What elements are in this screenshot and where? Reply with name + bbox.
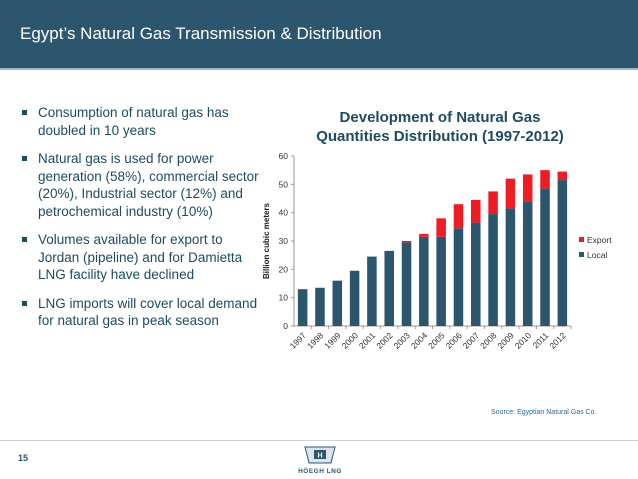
bar-local-2009 bbox=[505, 208, 516, 326]
x-tick-label: 1998 bbox=[305, 330, 326, 351]
y-tick-label: 40 bbox=[279, 208, 289, 218]
header-stripe bbox=[0, 68, 638, 70]
bullet-item: Natural gas is used for power generation… bbox=[22, 150, 262, 220]
y-tick-label: 0 bbox=[283, 321, 288, 331]
chart-title: Development of Natural Gas Quantities Di… bbox=[300, 108, 580, 146]
legend-label-local: Local bbox=[587, 250, 607, 260]
bar-export-2008 bbox=[488, 191, 498, 215]
ship-flag-logo-icon: H bbox=[304, 446, 336, 464]
bar-export-2009 bbox=[505, 178, 516, 209]
bar-local-2004 bbox=[419, 236, 429, 326]
x-tick-label: 2010 bbox=[513, 330, 534, 351]
x-tick-label: 2004 bbox=[409, 330, 430, 351]
x-tick-label: 2009 bbox=[495, 330, 516, 351]
x-tick-label: 2000 bbox=[340, 330, 361, 351]
x-tick-label: 2007 bbox=[461, 330, 482, 351]
x-tick-label: 1999 bbox=[322, 330, 343, 351]
x-tick-label: 1997 bbox=[288, 330, 309, 351]
bar-local-1998 bbox=[315, 287, 325, 326]
bar-export-2003 bbox=[401, 241, 412, 243]
bar-local-2005 bbox=[436, 236, 446, 326]
bar-local-2011 bbox=[540, 188, 550, 326]
source-note: Source: Egyptian Natural Gas Co. bbox=[491, 409, 597, 416]
company-logo: H HÖEGH LNG bbox=[295, 441, 345, 479]
legend-label-export: Export bbox=[587, 235, 612, 245]
bar-local-2006 bbox=[453, 228, 464, 326]
x-tick-label: 2006 bbox=[443, 330, 464, 351]
bullet-item: LNG imports will cover local demand for … bbox=[22, 295, 262, 330]
bar-local-1997 bbox=[297, 289, 308, 326]
square-bullet-icon bbox=[22, 156, 27, 161]
bar-local-2010 bbox=[522, 201, 533, 326]
bar-export-2010 bbox=[522, 174, 533, 202]
bar-export-2004 bbox=[419, 233, 429, 237]
footer-divider bbox=[0, 440, 638, 441]
x-tick-label: 2008 bbox=[478, 330, 499, 351]
bullet-item: Volumes available for export to Jordan (… bbox=[22, 231, 262, 284]
square-bullet-icon bbox=[22, 110, 27, 115]
square-bullet-icon bbox=[22, 237, 27, 242]
legend-swatch-export bbox=[579, 237, 584, 242]
x-tick-label: 2001 bbox=[357, 330, 378, 351]
x-tick-label: 2012 bbox=[547, 330, 568, 351]
y-tick-label: 20 bbox=[279, 264, 289, 274]
chart-title-line1: Development of Natural Gas bbox=[339, 109, 541, 126]
bar-local-1999 bbox=[332, 280, 343, 326]
header-bar: Egypt’s Natural Gas Transmission & Distr… bbox=[0, 0, 638, 68]
bar-export-2011 bbox=[540, 170, 550, 189]
bar-export-2006 bbox=[453, 204, 464, 229]
bullet-text: Volumes available for export to Jordan (… bbox=[38, 232, 243, 282]
bar-local-2007 bbox=[471, 222, 481, 326]
bar-local-2002 bbox=[384, 250, 394, 326]
page-number: 15 bbox=[18, 453, 29, 463]
y-tick-label: 50 bbox=[279, 179, 289, 189]
x-tick-label: 2005 bbox=[426, 330, 447, 351]
svg-text:H: H bbox=[317, 453, 322, 460]
bullet-text: Consumption of natural gas has doubled i… bbox=[38, 105, 229, 138]
bar-export-2007 bbox=[471, 199, 481, 223]
logo-text: HÖEGH LNG bbox=[298, 468, 342, 475]
y-axis-label: Billion cubic meters bbox=[262, 202, 271, 279]
bar-local-2001 bbox=[367, 256, 377, 326]
page-title: Egypt’s Natural Gas Transmission & Distr… bbox=[20, 24, 382, 43]
bar-local-2003 bbox=[401, 242, 412, 326]
bullet-list: Consumption of natural gas has doubled i… bbox=[22, 104, 262, 341]
bar-local-2008 bbox=[488, 214, 498, 326]
bar-export-2005 bbox=[436, 218, 446, 237]
chart-title-line2: Quantities Distribution (1997-2012) bbox=[316, 128, 564, 145]
bullet-text: LNG imports will cover local demand for … bbox=[38, 295, 258, 329]
bar-export-2012 bbox=[557, 171, 568, 181]
square-bullet-icon bbox=[22, 300, 27, 306]
legend-swatch-local bbox=[579, 252, 584, 257]
y-tick-label: 10 bbox=[279, 293, 289, 303]
y-tick-label: 30 bbox=[279, 236, 289, 246]
x-tick-label: 2003 bbox=[391, 330, 412, 351]
bullet-text: Natural gas is used for power generation… bbox=[38, 151, 259, 219]
bar-local-2012 bbox=[557, 180, 568, 326]
bullet-item: Consumption of natural gas has doubled i… bbox=[22, 104, 262, 139]
bar-local-2000 bbox=[349, 270, 360, 326]
x-tick-label: 2002 bbox=[374, 330, 395, 351]
y-tick-label: 60 bbox=[279, 151, 289, 161]
x-tick-label: 2011 bbox=[530, 330, 550, 350]
